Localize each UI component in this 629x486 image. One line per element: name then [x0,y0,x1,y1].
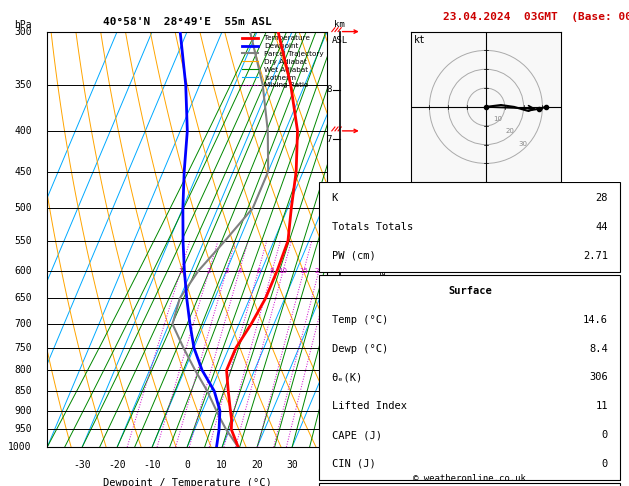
Text: 500: 500 [14,203,32,213]
Text: 8: 8 [326,85,332,94]
Text: 8.4: 8.4 [589,344,608,353]
Text: 950: 950 [14,424,32,434]
Text: 14.6: 14.6 [583,315,608,325]
Text: 350: 350 [14,80,32,90]
Text: 800: 800 [14,365,32,375]
Text: 450: 450 [14,167,32,176]
Text: 40°58'N  28°49'E  55m ASL: 40°58'N 28°49'E 55m ASL [103,17,272,27]
Text: Totals Totals: Totals Totals [331,222,413,232]
Text: 4: 4 [326,278,332,287]
Text: 7: 7 [326,135,332,144]
Legend: Temperature, Dewpoint, Parcel Trajectory, Dry Adiabat, Wet Adiabat, Isotherm, Mi: Temperature, Dewpoint, Parcel Trajectory… [242,35,323,88]
Text: 44: 44 [596,222,608,232]
Text: 2.71: 2.71 [583,251,608,261]
Text: θₑ(K): θₑ(K) [331,372,363,382]
Text: 1: 1 [179,268,183,274]
Text: 2: 2 [207,268,211,274]
Text: km: km [334,20,345,29]
Text: CIN (J): CIN (J) [331,459,376,469]
Text: 5: 5 [326,230,332,239]
Text: 750: 750 [14,343,32,353]
Text: 28: 28 [596,193,608,203]
Text: Dewpoint / Temperature (°C): Dewpoint / Temperature (°C) [103,478,272,486]
Text: 40: 40 [321,460,333,469]
Text: -30: -30 [74,460,91,469]
Text: 20: 20 [314,268,323,274]
Text: 650: 650 [14,294,32,303]
Text: 23.04.2024  03GMT  (Base: 00): 23.04.2024 03GMT (Base: 00) [443,12,629,22]
Text: 10: 10 [494,116,503,122]
Text: 6: 6 [256,268,260,274]
Text: © weatheronline.co.uk: © weatheronline.co.uk [413,474,526,483]
Text: kt: kt [414,35,425,45]
Text: 600: 600 [14,266,32,276]
Text: 15: 15 [299,268,308,274]
Text: 306: 306 [589,372,608,382]
Text: PW (cm): PW (cm) [331,251,376,261]
Text: 30: 30 [286,460,298,469]
Text: 0: 0 [602,459,608,469]
Text: 3: 3 [326,319,332,329]
Text: 20: 20 [251,460,263,469]
Text: 8: 8 [270,268,274,274]
Text: -10: -10 [143,460,161,469]
Text: 20: 20 [506,128,515,135]
Text: 0: 0 [184,460,190,469]
Bar [320,182,620,272]
Text: 10: 10 [279,268,287,274]
Text: 3: 3 [225,268,229,274]
Text: Dewp (°C): Dewp (°C) [331,344,388,353]
Text: K: K [331,193,338,203]
Text: 0: 0 [602,430,608,440]
Text: Mixing Ratio (g/kg): Mixing Ratio (g/kg) [379,216,388,318]
Text: Lifted Index: Lifted Index [331,401,407,411]
Text: 10: 10 [216,460,228,469]
Text: 900: 900 [14,406,32,416]
Text: 300: 300 [14,27,32,36]
Text: 1000: 1000 [8,442,32,452]
Text: hPa: hPa [14,19,32,30]
Text: Temp (°C): Temp (°C) [331,315,388,325]
Text: CAPE (J): CAPE (J) [331,430,382,440]
Text: LCL: LCL [318,429,333,437]
Text: 30: 30 [518,140,527,147]
Text: 850: 850 [14,386,32,396]
Text: 11: 11 [596,401,608,411]
Text: Surface: Surface [448,286,492,296]
Bar [320,483,620,486]
Text: 700: 700 [14,319,32,329]
Text: -20: -20 [108,460,126,469]
Text: 4: 4 [237,268,242,274]
Text: 550: 550 [14,236,32,246]
Text: 400: 400 [14,126,32,136]
Text: 1: 1 [326,406,332,415]
Bar [320,275,620,480]
Text: ASL: ASL [331,36,348,46]
Text: 6: 6 [326,182,332,191]
Text: 2: 2 [326,365,332,375]
